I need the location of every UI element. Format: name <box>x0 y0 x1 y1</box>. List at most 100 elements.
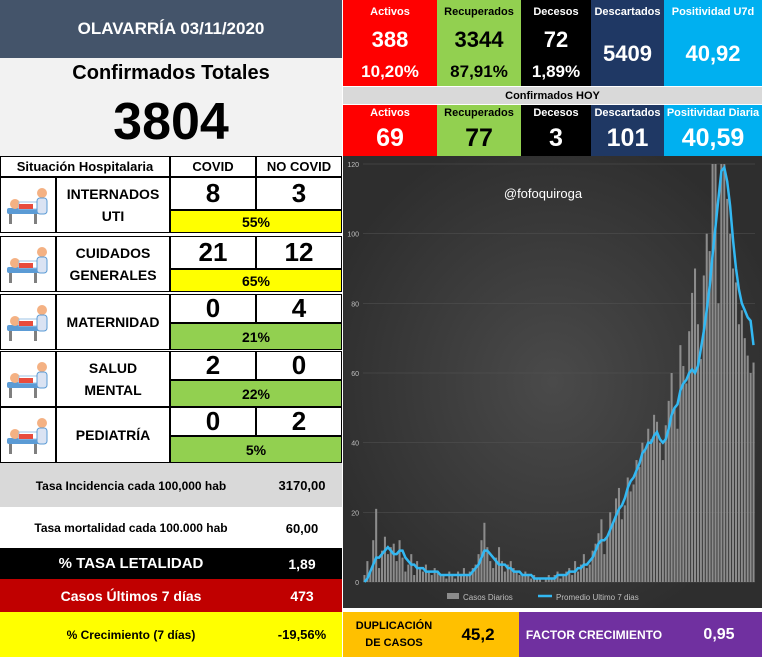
bar-daily-cases <box>512 568 515 582</box>
daily-cases-chart: 0 20 40 60 80 100 120 @fofoquiroga Casos Diari… <box>343 156 762 608</box>
hospital-row-label-line1: CUIDADOS <box>75 245 151 261</box>
bar-daily-cases <box>740 310 743 582</box>
bar-daily-cases <box>386 554 389 582</box>
bar-daily-cases <box>395 561 398 582</box>
hospital-row-label: SALUD MENTAL <box>56 351 170 407</box>
totals-descartados-title: Descartados <box>594 6 661 18</box>
totals-recuperados-title: Recuperados <box>444 6 514 18</box>
bar-daily-cases <box>629 491 632 582</box>
growth-factor-value: 0,95 <box>703 625 735 643</box>
lethality-label: % TASA LETALIDAD <box>58 555 204 572</box>
bar-daily-cases <box>620 519 623 582</box>
totals-positividad: Positividad U7d 40,92 <box>664 0 762 86</box>
bar-daily-cases <box>389 547 392 582</box>
hospital-no-covid-count: 12 <box>256 236 342 269</box>
last7-value: 473 <box>290 587 314 604</box>
bar-daily-cases <box>380 550 384 582</box>
bar-daily-cases <box>419 568 422 582</box>
bar-daily-cases <box>424 564 427 582</box>
bar-daily-cases <box>600 519 603 582</box>
header-covid: COVID <box>170 156 256 177</box>
bar-daily-cases <box>492 568 495 582</box>
bar-daily-cases <box>430 575 433 582</box>
hospital-occupancy-pct: 55% <box>170 210 342 233</box>
bar-daily-cases <box>433 568 436 582</box>
bar-daily-cases <box>459 575 463 582</box>
bar-daily-cases <box>372 540 375 582</box>
patient-bed-icon <box>0 236 56 292</box>
chart-legend: Casos Diarios Promedio Ultimo 7 dias <box>447 593 639 602</box>
hospital-occupancy-pct: 21% <box>170 323 342 350</box>
totals-activos-title: Activos <box>370 6 410 18</box>
hospital-covid-count: 2 <box>170 350 256 380</box>
today-recuperados-value: 77 <box>465 123 493 152</box>
bar-daily-cases <box>635 460 638 582</box>
hospital-row-label-line2: GENERALES <box>69 267 157 283</box>
today-activos-title: Activos <box>370 107 410 119</box>
totals-activos: Activos 388 10,20% <box>343 0 437 86</box>
bar-daily-cases <box>404 571 407 582</box>
bar-daily-cases <box>442 575 445 582</box>
totals-decesos-pct: 1,89% <box>531 62 581 81</box>
bar-daily-cases <box>653 414 656 582</box>
today-descartados-value: 101 <box>606 123 649 152</box>
bar-daily-cases <box>597 533 600 582</box>
duplication-value: 45,2 <box>461 624 495 644</box>
y-tick-label: 40 <box>351 441 359 448</box>
bar-daily-cases <box>515 571 518 582</box>
bar-daily-cases <box>495 557 498 582</box>
confirmed-total-label: Confirmados Totales <box>0 58 342 88</box>
bar-daily-cases <box>439 575 442 582</box>
legend-label-line: Promedio Ultimo 7 dias <box>556 593 639 602</box>
bar-daily-cases <box>571 575 574 582</box>
hospital-no-covid-count: 0 <box>256 350 342 380</box>
bar-daily-cases <box>612 522 615 582</box>
totals-recuperados-pct: 87,91% <box>450 62 508 81</box>
bar-daily-cases <box>688 331 691 582</box>
bar-daily-cases <box>562 575 565 582</box>
bar-daily-cases <box>410 554 413 582</box>
totals-recuperados-value: 3344 <box>454 27 504 52</box>
hospital-no-covid-count: 2 <box>256 406 342 436</box>
bar-daily-cases <box>667 400 670 582</box>
incidence-row: Tasa Incidencia cada 100,000 hab 3170,00 <box>0 463 342 508</box>
growth-label: % Crecimiento (7 días) <box>66 627 196 642</box>
bar-daily-cases <box>536 578 539 582</box>
bar-daily-cases <box>658 442 661 582</box>
today-descartados: Descartados 101 <box>591 105 664 156</box>
bar-daily-cases <box>746 355 749 582</box>
last7-label: Casos Últimos 7 días <box>60 587 202 604</box>
series-line-promedio <box>363 164 755 583</box>
last7-row: Casos Últimos 7 días 473 <box>0 579 342 612</box>
bar-daily-cases <box>579 564 582 582</box>
totals-decesos-title: Decesos <box>533 6 579 18</box>
bar-daily-cases <box>632 484 635 582</box>
hospital-row-label-line1: INTERNADOS <box>66 186 160 202</box>
bar-daily-cases <box>383 536 386 582</box>
duplication-box: DUPLICACIÓN DE CASOS 45,2 <box>343 612 519 657</box>
bar-daily-cases <box>486 547 489 582</box>
bar-daily-cases <box>524 571 527 582</box>
bar-daily-cases <box>626 477 629 582</box>
bar-daily-cases <box>518 575 521 582</box>
chart-watermark: @fofoquiroga <box>504 186 583 201</box>
bar-daily-cases <box>717 303 720 582</box>
bar-daily-cases <box>615 498 618 582</box>
mortality-value: 60,00 <box>285 520 319 536</box>
bar-daily-cases <box>705 233 708 582</box>
hospital-row-label-line1: PEDIATRÍA <box>75 427 151 443</box>
bar-daily-cases <box>664 425 667 582</box>
bar-daily-cases <box>474 564 477 582</box>
hospital-row-label-line1: MATERNIDAD <box>66 314 160 330</box>
today-label: Confirmados HOY <box>343 87 762 104</box>
mortality-row: Tasa mortalidad cada 100.000 hab 60,00 <box>0 508 342 548</box>
bar-daily-cases <box>471 568 474 582</box>
bar-daily-cases <box>603 554 606 582</box>
bar-daily-cases <box>655 421 659 582</box>
hospital-occupancy-pct: 65% <box>170 269 342 292</box>
bar-daily-cases <box>401 557 404 582</box>
growth-row: % Crecimiento (7 días) -19,56% <box>0 612 342 657</box>
today-positividad-value: 40,59 <box>681 123 745 152</box>
hospital-row-label-line2: MENTAL <box>84 382 142 398</box>
bar-daily-cases <box>565 571 568 582</box>
